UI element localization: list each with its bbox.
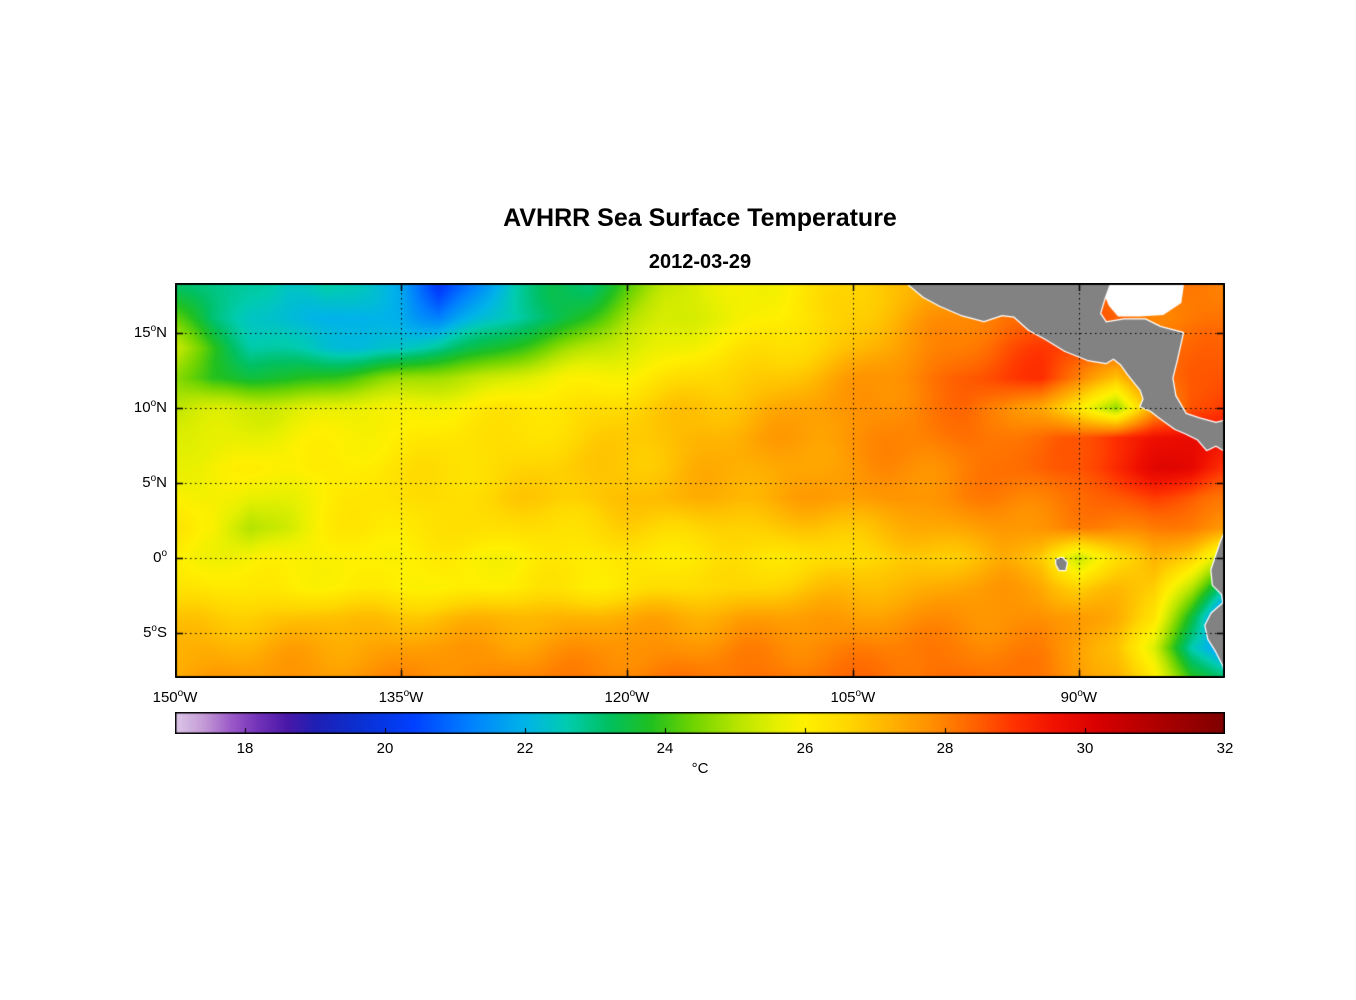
tick-number: 32: [1216, 740, 1234, 757]
tick-number: 90: [1060, 689, 1078, 706]
tick-direction: W: [861, 689, 876, 706]
x-axis-tick-label: 90oW: [1034, 688, 1124, 706]
colorbar-tick-label: 26: [775, 740, 835, 757]
tick-number: 0: [153, 548, 162, 566]
tick-direction: W: [1082, 689, 1098, 706]
y-axis-tick-label: 10oN: [95, 398, 167, 416]
tick-direction: N: [156, 473, 167, 491]
colorbar-tick-label: 18: [215, 740, 275, 757]
tick-number: 135: [378, 689, 404, 706]
y-axis-tick-label: 5oN: [95, 473, 167, 491]
colorbar-tick-label: 20: [355, 740, 415, 757]
tick-number: 22: [516, 740, 534, 757]
tick-number: 150: [152, 689, 178, 706]
tick-number: 26: [796, 740, 814, 757]
tick-number: 10: [133, 398, 151, 416]
degree-superscript: o: [855, 688, 862, 699]
colorbar-canvas: [175, 712, 1225, 734]
sst-heatmap-canvas: [175, 283, 1225, 678]
degree-superscript: o: [150, 322, 157, 334]
x-axis-tick-label: 120oW: [582, 688, 672, 706]
y-axis-tick-label: 5oS: [95, 623, 167, 641]
chart-title: AVHRR Sea Surface Temperature: [503, 204, 897, 232]
tick-number: 18: [236, 740, 254, 757]
x-axis-tick-label: 105oW: [808, 688, 898, 706]
x-axis-tick-label: 135oW: [356, 688, 446, 706]
colorbar-tick-label: 30: [1055, 740, 1115, 757]
tick-number: 5: [142, 473, 151, 491]
y-axis-tick-label: 0o: [95, 548, 167, 566]
colorbar-tick-label: 24: [635, 740, 695, 757]
tick-direction: W: [409, 689, 424, 706]
degree-superscript: o: [161, 547, 167, 559]
tick-number: 28: [936, 740, 954, 757]
degree-superscript: o: [177, 688, 184, 699]
degree-superscript: o: [150, 472, 157, 484]
tick-number: 20: [376, 740, 394, 757]
degree-superscript: o: [629, 688, 636, 699]
x-axis-tick-label: 150oW: [130, 688, 220, 706]
tick-number: 15: [133, 323, 151, 341]
y-axis-tick-label: 15oN: [95, 323, 167, 341]
tick-direction: W: [635, 689, 650, 706]
tick-number: 5: [143, 623, 152, 641]
tick-direction: N: [156, 323, 167, 341]
tick-number: 105: [830, 689, 856, 706]
tick-direction: N: [156, 398, 167, 416]
chart-subtitle: 2012-03-29: [648, 251, 752, 273]
tick-direction: W: [183, 689, 198, 706]
degree-superscript: o: [151, 622, 157, 634]
tick-number: 24: [656, 740, 674, 757]
degree-superscript: o: [1077, 688, 1083, 699]
degree-superscript: o: [403, 688, 410, 699]
tick-number: 30: [1076, 740, 1094, 757]
colorbar-tick-label: 32: [1195, 740, 1255, 757]
tick-number: 120: [604, 689, 630, 706]
colorbar-unit-label: °C: [691, 760, 709, 777]
colorbar-tick-label: 28: [915, 740, 975, 757]
colorbar-tick-label: 22: [495, 740, 555, 757]
tick-direction: S: [156, 623, 167, 641]
degree-superscript: o: [150, 397, 157, 409]
